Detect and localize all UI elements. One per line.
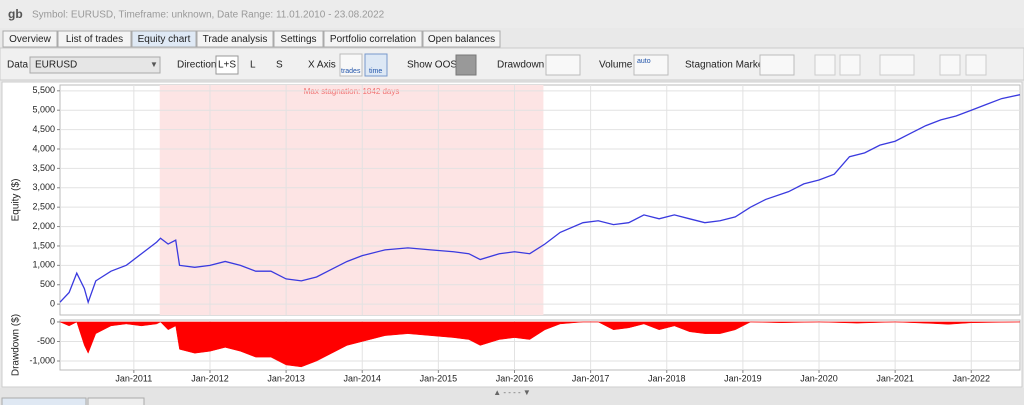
icon-caption[interactable]: time [369,68,382,75]
splitter-handle[interactable]: ▲ - - - - ▼ [493,388,531,397]
y-tick-label: -500 [37,336,55,346]
stagnation-region [159,85,544,315]
tab-label[interactable]: Equity chart [138,34,191,45]
icon-button[interactable] [939,54,961,76]
toolbar-label: Volume [599,60,633,71]
y-tick-label: 5,000 [32,105,55,115]
y-tick-label: 0 [50,316,55,326]
x-tick-label: Jan-2020 [800,373,838,383]
tab[interactable] [422,30,501,48]
tab-label[interactable]: Overview [9,34,51,45]
dropdown-arrow: ▼ [150,60,158,69]
icon-button[interactable] [455,54,477,76]
y-tick-label: 5,500 [32,85,55,95]
icon-button[interactable] [545,54,581,76]
icon-caption[interactable]: auto [637,58,651,65]
y-tick-label: 2,500 [32,202,55,212]
dropdown-value[interactable]: EURUSD [35,60,77,71]
drawdown-area [59,321,1021,368]
toggle-button[interactable] [215,55,239,75]
tab-label[interactable]: Settings [280,34,316,45]
stagnation-label: Max stagnation: 1842 days [304,87,400,96]
tab-bar: Overview List of trades Equity chart Trade … [2,30,501,48]
status-bar [0,388,1024,405]
y-tick-label: 4,500 [32,124,55,134]
y-axis-label: Equity ($) [11,179,22,222]
bottom-tab[interactable] [87,397,145,405]
plot: Max stagnation: 1842 days 0 500 1,000 1,500 2… [11,84,1021,383]
x-tick-label: Jan-2013 [267,373,305,383]
tab[interactable] [57,30,132,48]
equity-line [59,94,1021,305]
x-tick-label: Jan-2017 [572,373,610,383]
x-tick-label: Jan-2018 [648,373,686,383]
bottom-tab[interactable] [1,397,87,405]
icon-button[interactable] [839,54,861,76]
toolbar-label: Direction [177,60,216,71]
y-tick-label: 3,500 [32,163,55,173]
x-tick-label: Jan-2022 [953,373,991,383]
icon-button[interactable] [633,54,669,76]
tab-label[interactable]: Trade analysis [203,34,268,45]
x-tick-label: Jan-2016 [496,373,534,383]
app-subtitle: Symbol: EURUSD, Timeframe: unknown, Date… [32,10,385,21]
y-tick-label: 1,500 [32,240,55,250]
x-tick-label: Jan-2021 [876,373,914,383]
toolbar-label: Stagnation Marker [685,60,767,71]
tab[interactable] [273,30,324,48]
tab[interactable] [131,30,197,48]
tab[interactable] [2,30,58,48]
tab-label[interactable]: List of trades [66,34,123,45]
toolbar-label: X Axis [308,60,336,71]
tab[interactable] [196,30,274,48]
icon-button[interactable] [339,53,363,77]
tab-label[interactable]: Open balances [428,34,495,45]
toggle-option[interactable]: L [250,60,256,71]
title-bar [0,0,1024,28]
y-tick-label: 0 [50,299,55,309]
x-tick-label: Jan-2011 [115,373,152,383]
y-tick-label: 500 [40,279,55,289]
icon-button[interactable] [814,54,836,76]
icon-button[interactable] [879,54,915,76]
toggle-option[interactable]: L+S [218,60,236,71]
y-axis-label: Drawdown ($) [11,314,22,376]
toolbar-label: Data [7,60,29,71]
toolbar-label: Show OOS [407,60,457,71]
icon-button[interactable] [364,53,388,77]
dropdown[interactable] [29,56,161,74]
toggle-option[interactable]: S [276,60,283,71]
x-tick-label: Jan-2012 [191,373,229,383]
tab-label[interactable]: Portfolio correlation [330,34,416,45]
x-tick-label: Jan-2019 [724,373,762,383]
y-tick-label: -1,000 [29,355,55,365]
x-tick-label: Jan-2015 [420,373,458,383]
y-tick-label: 4,000 [32,143,55,153]
x-tick-label: Jan-2014 [343,373,381,383]
y-tick-label: 1,000 [32,260,55,270]
icon-caption[interactable]: trades [341,68,361,75]
icon-button[interactable] [965,54,987,76]
icon-button[interactable] [759,54,795,76]
toolbar-label: Drawdown [497,60,544,71]
tab[interactable] [323,30,423,48]
y-tick-label: 2,000 [32,221,55,231]
y-tick-label: 3,000 [32,182,55,192]
app-title: gb [8,7,23,21]
